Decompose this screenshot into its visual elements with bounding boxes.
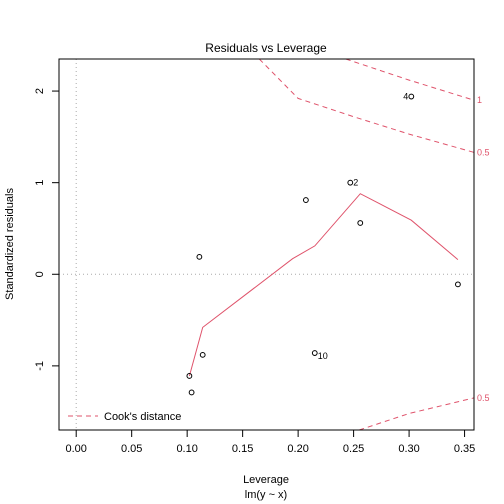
data-point bbox=[302, 197, 309, 203]
x-tick-label: 0.15 bbox=[232, 443, 253, 455]
y-tick-label: 1 bbox=[34, 180, 46, 186]
data-point bbox=[186, 373, 193, 379]
x-tick-label: 0.30 bbox=[398, 443, 419, 455]
smoother-layer bbox=[188, 193, 459, 377]
x-axis: 0.00 0.05 0.10 0.15 0.20 0.25 0.30 0.35 bbox=[65, 429, 475, 455]
x-axis-label: Leverage bbox=[243, 474, 289, 486]
data-point bbox=[311, 350, 318, 356]
chart-title: Residuals vs Leverage bbox=[205, 41, 327, 55]
reference-lines bbox=[59, 59, 474, 430]
point-id-label: 10 bbox=[318, 351, 328, 361]
x-tick-label: 0.35 bbox=[454, 443, 475, 455]
cooks-contour-label: 1 bbox=[477, 95, 482, 105]
point-id-label: 2 bbox=[353, 178, 358, 188]
cooks-contour-lower-0-5 bbox=[359, 397, 474, 430]
data-point bbox=[347, 179, 354, 186]
x-tick-label: 0.20 bbox=[287, 443, 308, 455]
x-tick-label: 0.05 bbox=[121, 443, 142, 455]
x-tick-label: 0.00 bbox=[65, 443, 86, 455]
y-axis: -1 0 1 2 bbox=[34, 88, 60, 371]
y-tick-label: 0 bbox=[34, 271, 46, 277]
legend-label: Cook's distance bbox=[104, 411, 181, 423]
smoother-line bbox=[188, 193, 459, 377]
cooks-distance-contours: 1 0.5 0.5 bbox=[258, 59, 490, 430]
model-formula-label: lm(y ~ x) bbox=[245, 489, 287, 501]
data-point bbox=[188, 389, 195, 396]
plot-frame bbox=[58, 58, 475, 431]
y-tick-label: -1 bbox=[34, 361, 46, 371]
y-tick-label: 2 bbox=[34, 88, 46, 94]
x-tick-label: 0.10 bbox=[176, 443, 197, 455]
cooks-contour-label: 0.5 bbox=[477, 393, 490, 403]
point-id-label: 4 bbox=[403, 92, 408, 102]
x-tick-label: 0.25 bbox=[343, 443, 364, 455]
legend: Cook's distance bbox=[68, 411, 181, 423]
data-point bbox=[357, 220, 364, 226]
data-point bbox=[199, 351, 206, 358]
y-axis-label: Standardized residuals bbox=[4, 188, 16, 300]
data-point bbox=[408, 93, 415, 100]
cooks-contour-upper-0-5 bbox=[258, 59, 474, 153]
data-point bbox=[196, 253, 203, 260]
data-point bbox=[455, 281, 461, 288]
points-layer: 4 2 10 bbox=[186, 92, 461, 396]
cooks-contour-upper-1 bbox=[345, 59, 474, 101]
cooks-contour-label: 0.5 bbox=[477, 147, 490, 157]
